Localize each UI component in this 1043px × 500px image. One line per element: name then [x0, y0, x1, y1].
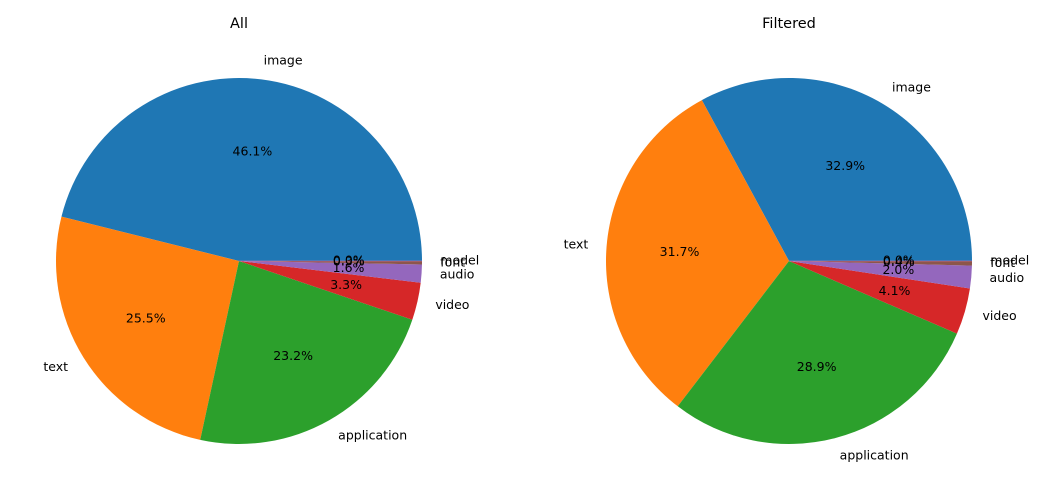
- slice-label-font: font: [440, 254, 465, 269]
- pie-slice-text: [56, 216, 239, 440]
- pie-slice-image: [61, 77, 423, 261]
- slice-percent-font: 0.4%: [883, 254, 915, 269]
- slice-percent-text: 31.7%: [660, 244, 700, 259]
- chart-title: All: [230, 16, 248, 32]
- slice-label-text: text: [564, 237, 589, 252]
- pie-slice-audio: [789, 261, 972, 289]
- slice-percent-audio: 1.6%: [333, 260, 365, 275]
- slice-label-image: image: [892, 80, 931, 95]
- slice-label-audio: audio: [440, 266, 475, 281]
- slice-label-video: video: [982, 308, 1016, 323]
- slice-label-model: model: [440, 253, 479, 268]
- pie-slice-image: [701, 77, 972, 261]
- slice-percent-image: 46.1%: [233, 144, 273, 159]
- slice-percent-application: 23.2%: [273, 348, 313, 363]
- slice-label-image: image: [264, 53, 303, 68]
- slice-percent-audio: 2.0%: [882, 262, 914, 277]
- slice-label-model: model: [990, 253, 1029, 268]
- pie-slice-text: [605, 100, 789, 407]
- slice-percent-image: 32.9%: [825, 158, 865, 173]
- slice-percent-text: 25.5%: [126, 310, 166, 325]
- slice-label-application: application: [338, 428, 407, 443]
- slice-label-font: font: [990, 255, 1015, 270]
- pie-slice-application: [677, 261, 957, 445]
- slice-percent-application: 28.9%: [797, 359, 837, 374]
- slice-percent-video: 3.3%: [330, 277, 362, 292]
- pie-slice-video: [789, 261, 970, 334]
- slice-percent-video: 4.1%: [879, 283, 911, 298]
- pie-slice-font: [789, 261, 972, 266]
- slice-label-text: text: [43, 359, 68, 374]
- slice-label-application: application: [840, 447, 909, 462]
- slice-percent-model: 0.0%: [883, 253, 915, 268]
- pie-chart-all: All image 46.1% text 25.5% application 23.2% vi…: [43, 16, 479, 444]
- pie-chart-filtered: Filtered image 32.9% text 31.7% application 28…: [564, 16, 1030, 462]
- pie-slice-font: [239, 261, 422, 265]
- slice-percent-model: 0.0%: [333, 253, 365, 268]
- slice-label-audio: audio: [990, 270, 1025, 285]
- pie-slice-audio: [239, 261, 422, 283]
- pie-slice-video: [239, 261, 421, 320]
- chart-title: Filtered: [762, 16, 816, 32]
- slice-label-video: video: [435, 297, 469, 312]
- pie-slice-application: [200, 261, 413, 444]
